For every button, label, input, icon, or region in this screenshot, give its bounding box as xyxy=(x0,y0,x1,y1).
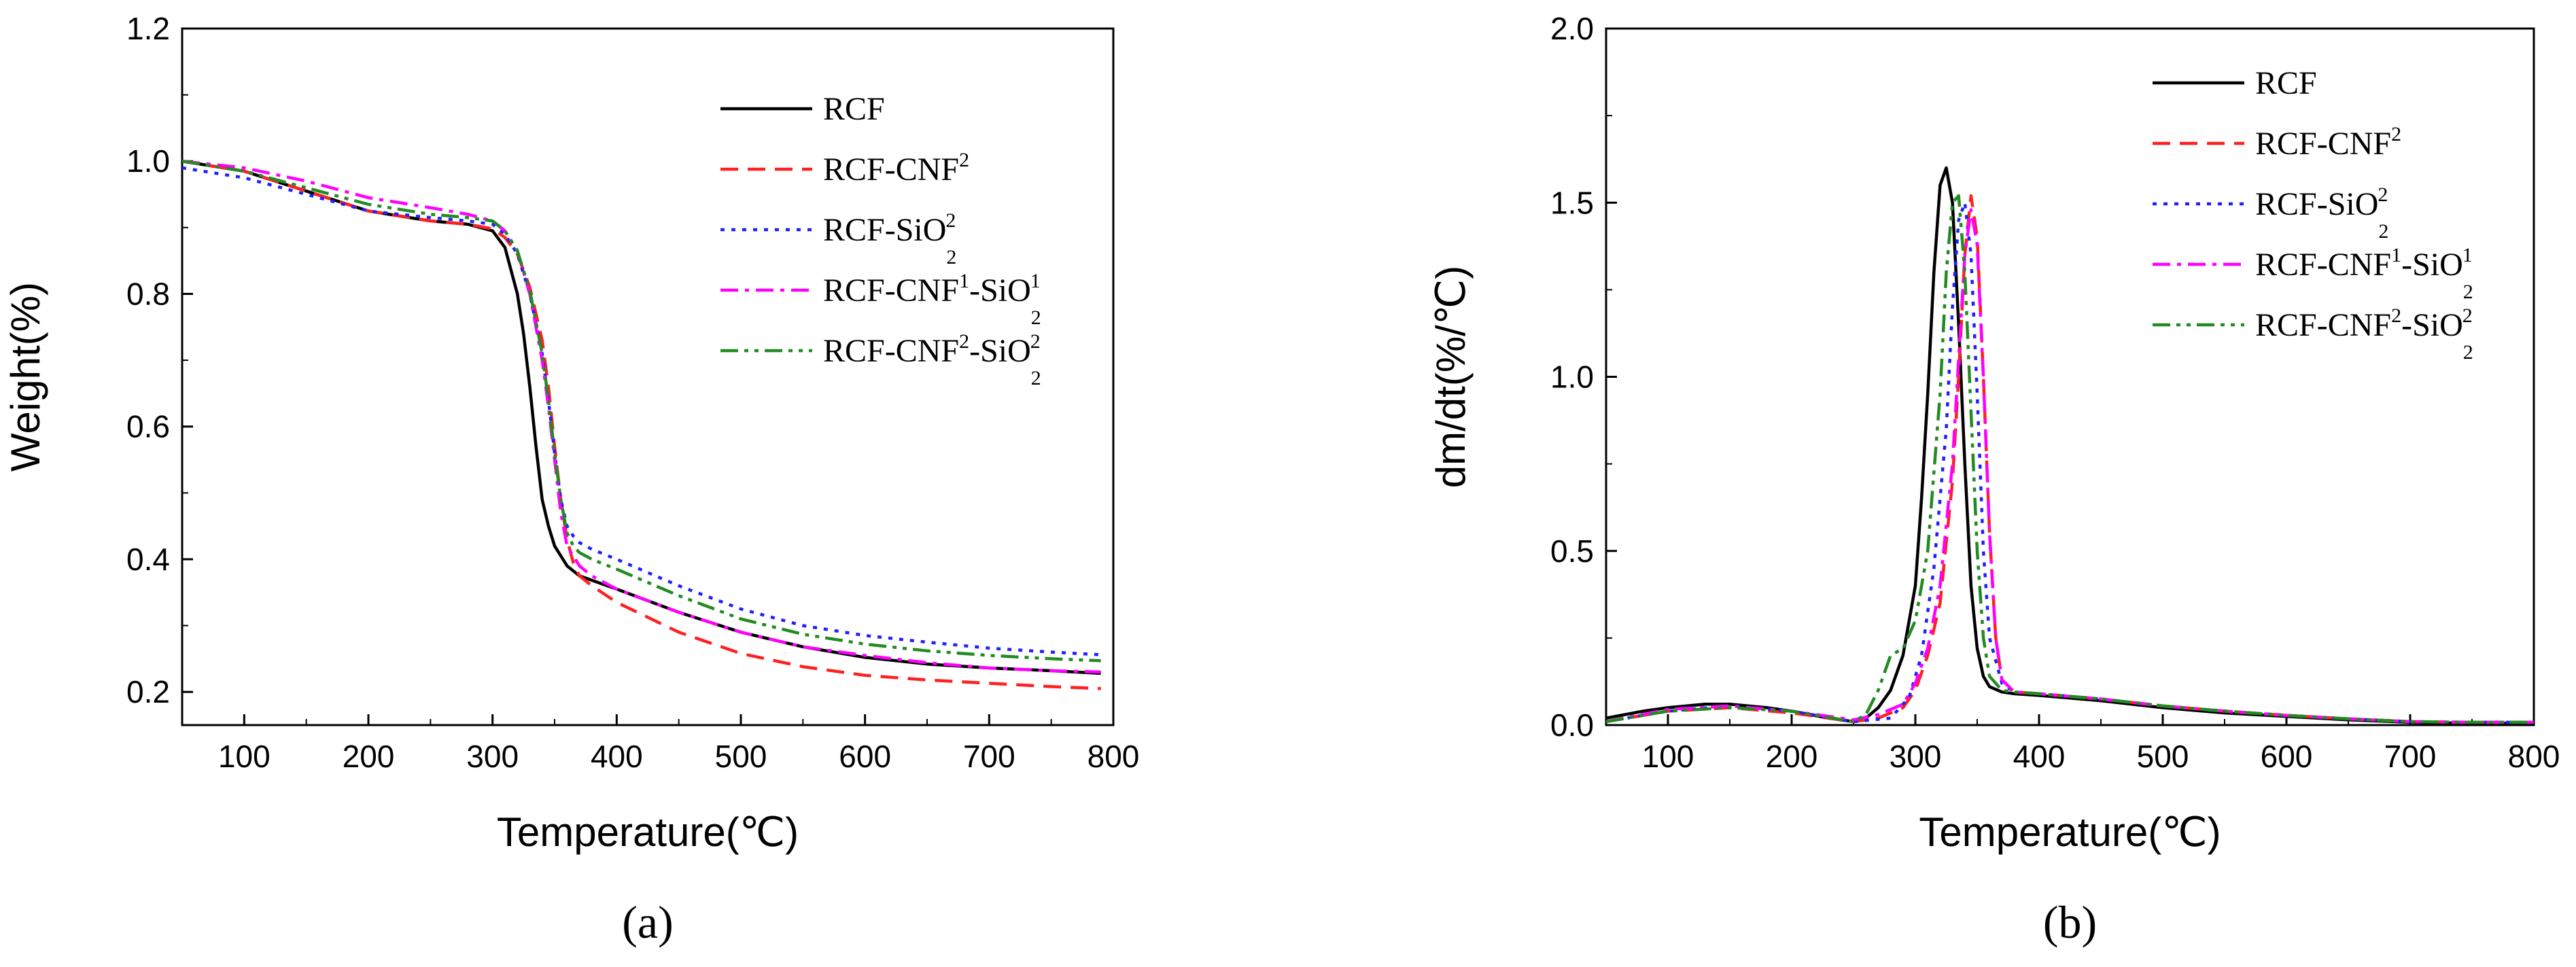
legend-label: RCF xyxy=(2255,65,2317,101)
x-tick-label: 100 xyxy=(1642,739,1694,774)
x-tick-label: 400 xyxy=(591,739,643,774)
legend: RCFRCF-CNF2RCF-SiO22RCF-CNF1-SiO21RCF-CN… xyxy=(2153,65,2473,364)
legend-label: RCF-CNF1-SiO21 xyxy=(2255,244,2473,303)
legend-label-part: 2 xyxy=(1031,367,1041,389)
series-line-rcf-cnf2-sio22 xyxy=(1606,194,2534,724)
x-tick-label: 100 xyxy=(218,739,271,774)
legend: RCFRCF-CNF2RCF-SiO22RCF-CNF1-SiO21RCF-CN… xyxy=(720,91,1041,389)
legend-label-part: 2 xyxy=(959,149,969,171)
y-tick-label: 2.0 xyxy=(1550,11,1594,46)
legend-label-part: 2 xyxy=(2463,341,2473,364)
x-axis-title: Temperature(℃) xyxy=(497,809,799,855)
legend-label-part: 1 xyxy=(1030,270,1041,292)
legend-label-part: -SiO xyxy=(969,272,1031,309)
chart-panel-a: 100 200 300 400 500 600 700 800 0.2 0.4 0.6 0.8 1.0 1… xyxy=(3,11,1139,948)
legend-label-part: 1 xyxy=(2462,244,2473,266)
legend-label-part: 2 xyxy=(2378,183,2388,206)
x-tick-label: 500 xyxy=(2137,739,2189,774)
legend-label-part: -SiO xyxy=(2401,307,2463,343)
legend-label: RCF-SiO2 2 xyxy=(2255,183,2388,243)
legend-label-part: 2 xyxy=(2391,304,2401,327)
x-axis-title: Temperature(℃) xyxy=(1919,809,2221,855)
legend-label-part: -SiO xyxy=(969,333,1031,369)
legend-label-part: -SiO xyxy=(2401,247,2463,283)
legend-label-part: 2 xyxy=(945,209,956,232)
legend-label-part: RCF-CNF xyxy=(2255,126,2391,162)
y-tick-label: 0.0 xyxy=(1550,707,1594,743)
x-tick-label: 500 xyxy=(715,739,767,774)
y-tick-label: 1.2 xyxy=(126,11,170,46)
y-tick-label: 0.5 xyxy=(1550,533,1594,569)
panel-label: (b) xyxy=(2043,896,2097,948)
legend-label-part: 2 xyxy=(1031,306,1041,329)
x-tick-label: 400 xyxy=(2013,739,2066,774)
legend-label-part: 2 xyxy=(2463,281,2473,303)
x-tick-label: 600 xyxy=(839,739,891,774)
chart-panel-b: 100 200 300 400 500 600 700 800 0.0 0.5 1.0 1.5 2.0 T… xyxy=(1428,11,2560,948)
legend-label-part: 1 xyxy=(2391,244,2401,266)
y-tick-label: 0.2 xyxy=(126,674,170,709)
x-tick-label: 700 xyxy=(963,739,1015,774)
x-tick-label: 300 xyxy=(1890,739,1942,774)
legend-label-part: 1 xyxy=(959,270,969,292)
legend-label-part: 2 xyxy=(2391,123,2401,145)
legend-label-part: RCF-SiO xyxy=(823,212,946,248)
series-line-rcf-sio22 xyxy=(1606,201,2534,724)
legend-label-part: RCF-CNF xyxy=(823,272,959,309)
legend-label-part: 2 xyxy=(2462,304,2473,327)
legend-label-part: RCF xyxy=(2255,65,2317,101)
legend-label-part: 2 xyxy=(1030,330,1041,353)
y-tick-label: 0.6 xyxy=(126,409,170,444)
legend-label-part: 2 xyxy=(946,246,956,268)
legend-label: RCF-SiO2 2 xyxy=(823,209,956,268)
x-tick-label: 200 xyxy=(343,739,395,774)
legend-label: RCF-CNF2 xyxy=(2255,123,2401,162)
y-tick-label: 1.5 xyxy=(1550,185,1594,220)
panel-label: (a) xyxy=(622,896,673,948)
legend-label: RCF-CNF1-SiO21 xyxy=(823,270,1041,329)
legend-label-part: RCF xyxy=(823,91,885,127)
legend-label-part: RCF-SiO xyxy=(2255,186,2378,222)
y-tick-label: 0.8 xyxy=(126,276,170,311)
x-tick-label: 300 xyxy=(466,739,519,774)
legend-label-part: 2 xyxy=(2378,220,2388,243)
x-tick-label: 800 xyxy=(2508,739,2560,774)
series-line-rcf-cnf2-sio22 xyxy=(182,159,1101,663)
legend-label-part: RCF-CNF xyxy=(2255,247,2391,283)
legend-label: RCF-CNF2-SiO22 xyxy=(823,330,1041,389)
plot-frame xyxy=(181,27,1115,726)
series-line-rcf-cnf1-sio21 xyxy=(182,159,1101,674)
legend-label: RCF xyxy=(823,91,885,127)
y-axis-title: dm/dt(%/℃) xyxy=(1428,266,1474,488)
y-tick-label: 0.4 xyxy=(126,542,170,577)
x-tick-label: 600 xyxy=(2261,739,2313,774)
legend-label-part: 2 xyxy=(959,330,969,353)
x-tick-label: 700 xyxy=(2384,739,2437,774)
y-axis-title: Weight(%) xyxy=(3,282,48,472)
x-tick-label: 200 xyxy=(1766,739,1818,774)
legend-label: RCF-CNF2 xyxy=(823,149,969,188)
legend-label-part: RCF-CNF xyxy=(823,152,959,188)
legend-label-part: RCF-CNF xyxy=(823,333,959,369)
legend-label: RCF-CNF2-SiO22 xyxy=(2255,304,2473,364)
y-tick-label: 1.0 xyxy=(126,143,170,179)
x-tick-label: 800 xyxy=(1087,739,1140,774)
y-tick-label: 1.0 xyxy=(1550,359,1594,395)
legend-label-part: RCF-CNF xyxy=(2255,307,2391,343)
